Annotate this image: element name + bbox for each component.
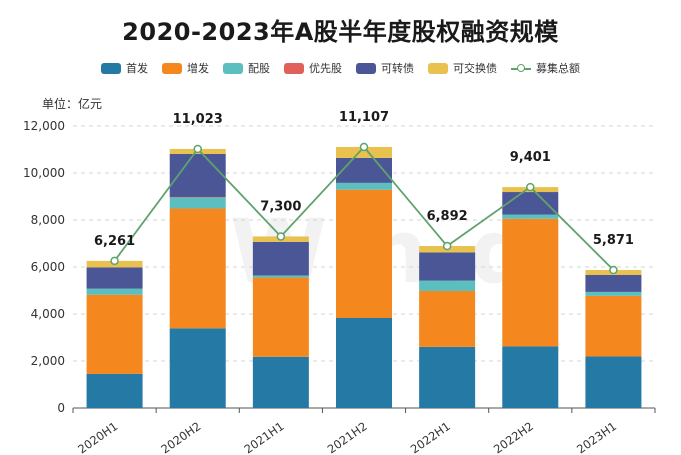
bar-segment bbox=[419, 280, 476, 291]
total-point bbox=[276, 232, 286, 241]
legend-item-4[interactable]: 可转债 bbox=[356, 60, 414, 76]
total-data-label: 6,892 bbox=[427, 209, 468, 224]
bar-segment bbox=[502, 214, 559, 219]
total-data-label: 11,023 bbox=[173, 112, 223, 127]
chart-legend: 首发 增发 配股 优先股 可转债 可交换债 募集总额 bbox=[0, 60, 681, 76]
bar-segment bbox=[585, 295, 642, 357]
legend-label: 募集总额 bbox=[536, 62, 580, 75]
bar-segment bbox=[169, 208, 226, 329]
legend-item-0[interactable]: 首发 bbox=[101, 60, 148, 76]
total-point bbox=[359, 142, 369, 152]
bar-segment bbox=[419, 252, 476, 281]
legend-item-total[interactable]: 募集总额 bbox=[511, 60, 580, 76]
legend-swatch bbox=[162, 62, 182, 74]
legend-label: 可交换债 bbox=[453, 62, 497, 75]
legend-line-swatch bbox=[511, 63, 531, 74]
total-data-label: 5,871 bbox=[593, 233, 634, 248]
legend-item-5[interactable]: 可交换债 bbox=[428, 60, 497, 76]
y-tick-label: 4,000 bbox=[31, 307, 65, 321]
legend-label: 可转债 bbox=[381, 62, 414, 75]
bar-segment bbox=[252, 356, 309, 408]
bar-segment bbox=[252, 277, 309, 357]
x-tick-label: 2021H1 bbox=[241, 419, 286, 455]
bar-segment bbox=[336, 317, 392, 408]
total-data-label: 7,300 bbox=[260, 199, 301, 214]
bar-segment bbox=[86, 267, 143, 289]
legend-swatch bbox=[356, 62, 376, 74]
bar-segment bbox=[502, 346, 559, 408]
legend-label: 首发 bbox=[126, 62, 148, 75]
bar-segment bbox=[86, 373, 143, 408]
total-data-label: 11,107 bbox=[339, 110, 389, 125]
y-tick-label: 6,000 bbox=[31, 260, 65, 274]
legend-label: 配股 bbox=[248, 62, 270, 75]
total-data-label: 9,401 bbox=[510, 150, 551, 165]
legend-item-2[interactable]: 配股 bbox=[223, 60, 270, 76]
bar-segment bbox=[419, 290, 476, 347]
x-tick-label: 2023H1 bbox=[574, 419, 619, 455]
legend-swatch bbox=[428, 62, 448, 74]
bar-segment bbox=[252, 241, 309, 276]
y-tick-label: 8,000 bbox=[31, 213, 65, 227]
bar-segment bbox=[502, 192, 559, 215]
legend-item-3[interactable]: 优先股 bbox=[284, 60, 342, 76]
legend-item-1[interactable]: 增发 bbox=[162, 60, 209, 76]
bar-segment bbox=[169, 197, 226, 209]
bar-segment bbox=[252, 275, 309, 278]
bar-segment bbox=[336, 182, 392, 190]
bar-segment bbox=[419, 346, 476, 408]
total-point bbox=[193, 144, 202, 154]
y-tick-label: 2,000 bbox=[31, 354, 65, 368]
total-data-label: 6,261 bbox=[94, 234, 135, 249]
legend-label: 增发 bbox=[187, 62, 209, 75]
y-tick-label: 10,000 bbox=[23, 166, 65, 180]
x-tick-label: 2020H2 bbox=[158, 419, 203, 455]
bar-segment bbox=[86, 288, 143, 295]
legend-swatch bbox=[223, 62, 243, 74]
bar-segment bbox=[502, 218, 559, 347]
x-tick-label: 2021H2 bbox=[325, 419, 370, 455]
legend-swatch bbox=[284, 62, 304, 74]
x-tick-label: 2022H1 bbox=[408, 419, 453, 455]
bar-segment bbox=[585, 291, 642, 296]
legend-label: 优先股 bbox=[309, 62, 342, 75]
total-point bbox=[442, 241, 452, 251]
unit-label: 单位：亿元 bbox=[42, 97, 103, 111]
bar-segment bbox=[585, 356, 642, 408]
bar-segment bbox=[86, 294, 143, 374]
bar-segment bbox=[336, 146, 392, 158]
x-tick-label: 2020H1 bbox=[75, 419, 120, 455]
y-tick-label: 0 bbox=[57, 401, 65, 415]
total-point bbox=[110, 256, 119, 266]
x-tick-label: 2022H2 bbox=[491, 419, 536, 455]
total-point bbox=[526, 182, 535, 192]
y-tick-label: 12,000 bbox=[23, 119, 65, 133]
total-point bbox=[609, 265, 618, 275]
bar-segment bbox=[336, 189, 392, 318]
legend-swatch bbox=[101, 62, 121, 74]
bar-segment bbox=[585, 274, 642, 292]
bar-segment bbox=[169, 328, 226, 408]
chart-title: 2020-2023年A股半年度股权融资规模 bbox=[122, 18, 559, 46]
